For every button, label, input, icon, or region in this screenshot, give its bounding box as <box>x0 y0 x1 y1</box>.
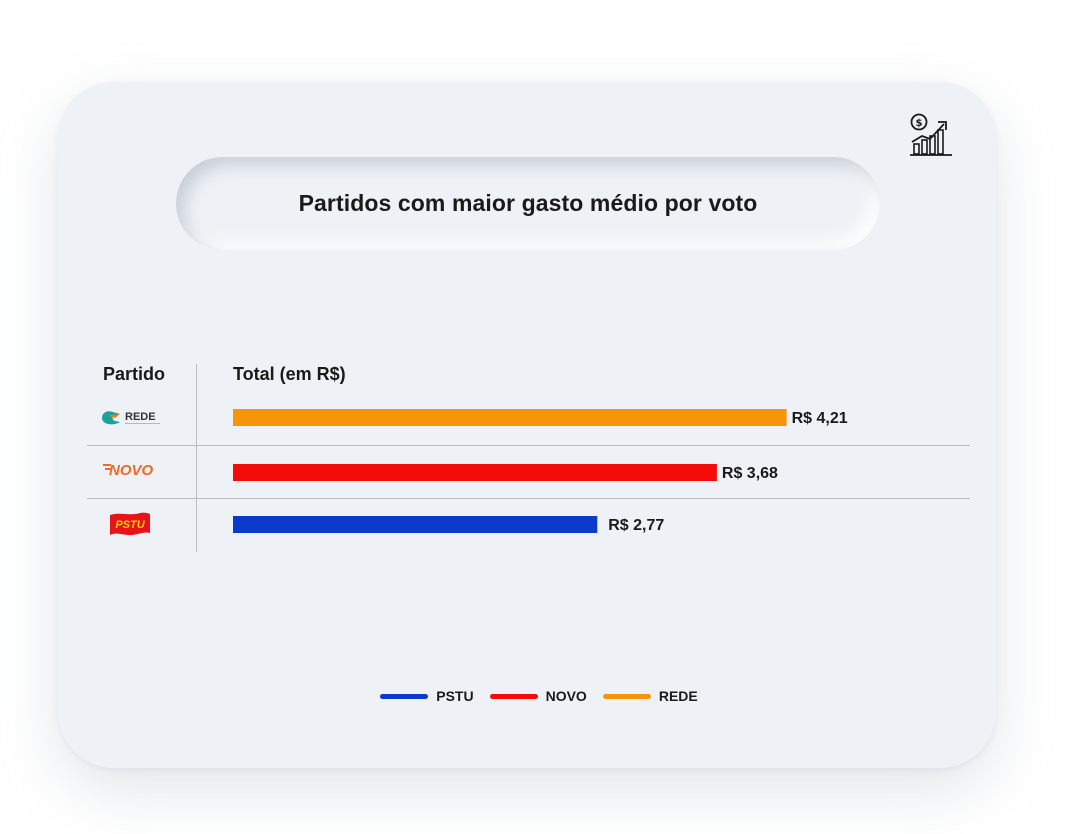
svg-text:$: $ <box>916 118 923 129</box>
legend-label-rede: REDE <box>658 688 698 704</box>
legend-item-rede: REDE <box>602 688 698 704</box>
chart-title: Partidos com maior gasto médio por voto <box>298 190 758 216</box>
legend-item-pstu: PSTU <box>380 688 474 704</box>
value-label-pstu: R$ 2,77 <box>608 517 664 534</box>
rede-logo: REDE <box>102 411 160 425</box>
novo-logo: NOVO <box>103 462 154 479</box>
rede-logo-text: REDE <box>125 411 156 423</box>
row-divider <box>87 498 970 499</box>
legend-swatch-pstu <box>380 693 429 699</box>
chart-title-container: Partidos com maior gasto médio por voto <box>176 157 880 250</box>
legend-swatch-rede <box>602 693 651 699</box>
bar-pstu <box>233 516 598 533</box>
legend-swatch-novo <box>489 693 538 699</box>
novo-logo-text: NOVO <box>109 462 154 479</box>
party-column-header: Partido <box>103 364 166 384</box>
bar-novo <box>233 464 717 481</box>
pstu-logo: PSTU <box>110 512 150 535</box>
pstu-logo-text: PSTU <box>115 519 145 531</box>
chart-legend: PSTU NOVO REDE <box>0 688 1078 704</box>
column-divider <box>196 364 197 552</box>
legend-label-novo: NOVO <box>545 688 587 704</box>
row-divider <box>87 445 970 446</box>
total-column-header: Total (em R$) <box>233 364 346 384</box>
legend-item-novo: NOVO <box>489 688 587 704</box>
money-growth-chart-icon: $ <box>910 113 952 156</box>
legend-label-pstu: PSTU <box>436 688 474 704</box>
bar-rede <box>233 409 787 426</box>
value-label-rede: R$ 4,21 <box>792 410 848 427</box>
value-label-novo: R$ 3,68 <box>722 465 778 482</box>
